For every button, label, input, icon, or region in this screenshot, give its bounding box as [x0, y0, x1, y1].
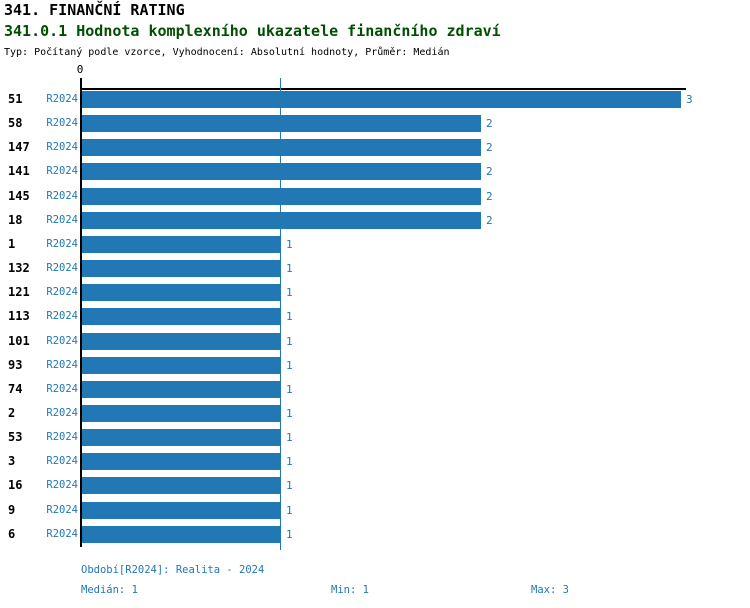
row-id-label: 3 [8, 454, 16, 468]
bar [82, 526, 281, 543]
row-id-label: 147 [8, 140, 30, 154]
bar [82, 212, 481, 229]
row-period-label: R2024 [46, 238, 78, 250]
report-title: 341. FINANČNÍ RATING [4, 1, 185, 19]
bar [82, 502, 281, 519]
footer-min: Min: 1 [331, 584, 369, 596]
row-period-label: R2024 [46, 407, 78, 419]
x-axis-zero-tick [80, 78, 82, 89]
row-period-label: R2024 [46, 335, 78, 347]
bar-value-label: 1 [286, 383, 293, 396]
row-period-label: R2024 [46, 286, 78, 298]
row-period-label: R2024 [46, 431, 78, 443]
row-id-label: 2 [8, 406, 16, 420]
row-period-label: R2024 [46, 93, 78, 105]
bar-value-label: 3 [686, 93, 693, 106]
row-period-label: R2024 [46, 359, 78, 371]
row-period-label: R2024 [46, 190, 78, 202]
bar [82, 453, 281, 470]
bar-value-label: 1 [286, 262, 293, 275]
meta-line: Typ: Počítaný podle vzorce, Vyhodnocení:… [4, 47, 450, 58]
bar [82, 357, 281, 374]
bar-value-label: 1 [286, 335, 293, 348]
bar-value-label: 2 [486, 214, 493, 227]
bar-value-label: 2 [486, 165, 493, 178]
bar-value-label: 1 [286, 310, 293, 323]
bar [82, 284, 281, 301]
row-period-label: R2024 [46, 262, 78, 274]
bar [82, 188, 481, 205]
row-period-label: R2024 [46, 528, 78, 540]
bar-value-label: 2 [486, 190, 493, 203]
bar-value-label: 1 [286, 407, 293, 420]
bar-value-label: 2 [486, 141, 493, 154]
bar-value-label: 1 [286, 238, 293, 251]
row-id-label: 113 [8, 309, 30, 323]
bar-value-label: 2 [486, 117, 493, 130]
bar-value-label: 1 [286, 431, 293, 444]
bar [82, 333, 281, 350]
row-period-label: R2024 [46, 117, 78, 129]
indicator-subtitle: 341.0.1 Hodnota komplexního ukazatele fi… [4, 22, 501, 40]
bar [82, 91, 681, 108]
row-period-label: R2024 [46, 504, 78, 516]
bar-value-label: 1 [286, 455, 293, 468]
row-id-label: 51 [8, 92, 23, 106]
row-period-label: R2024 [46, 479, 78, 491]
bar-value-label: 1 [286, 528, 293, 541]
bar [82, 163, 481, 180]
bar [82, 405, 281, 422]
row-period-label: R2024 [46, 141, 78, 153]
x-axis-zero-label: 0 [76, 63, 84, 76]
row-id-label: 18 [8, 213, 23, 227]
bar-value-label: 1 [286, 359, 293, 372]
row-id-label: 145 [8, 189, 30, 203]
row-period-label: R2024 [46, 383, 78, 395]
bar [82, 139, 481, 156]
bar-value-label: 1 [286, 504, 293, 517]
row-id-label: 141 [8, 164, 30, 178]
bar [82, 429, 281, 446]
bar [82, 260, 281, 277]
row-id-label: 132 [8, 261, 30, 275]
bar-value-label: 1 [286, 479, 293, 492]
footer-median: Medián: 1 [81, 584, 138, 596]
row-period-label: R2024 [46, 455, 78, 467]
row-period-label: R2024 [46, 310, 78, 322]
row-period-label: R2024 [46, 214, 78, 226]
bar-value-label: 1 [286, 286, 293, 299]
row-id-label: 1 [8, 237, 16, 251]
x-axis-line [80, 88, 686, 90]
row-id-label: 93 [8, 358, 23, 372]
row-id-label: 121 [8, 285, 30, 299]
bar [82, 381, 281, 398]
row-id-label: 53 [8, 430, 23, 444]
bar [82, 477, 281, 494]
bar [82, 115, 481, 132]
row-id-label: 6 [8, 527, 16, 541]
row-id-label: 16 [8, 478, 23, 492]
bar [82, 236, 281, 253]
row-period-label: R2024 [46, 165, 78, 177]
row-id-label: 58 [8, 116, 23, 130]
row-id-label: 9 [8, 503, 16, 517]
footer-period: Období[R2024]: Realita - 2024 [81, 564, 265, 576]
y-axis-line [80, 88, 82, 547]
row-id-label: 74 [8, 382, 23, 396]
bar [82, 308, 281, 325]
footer-max: Max: 3 [531, 584, 569, 596]
row-id-label: 101 [8, 334, 30, 348]
